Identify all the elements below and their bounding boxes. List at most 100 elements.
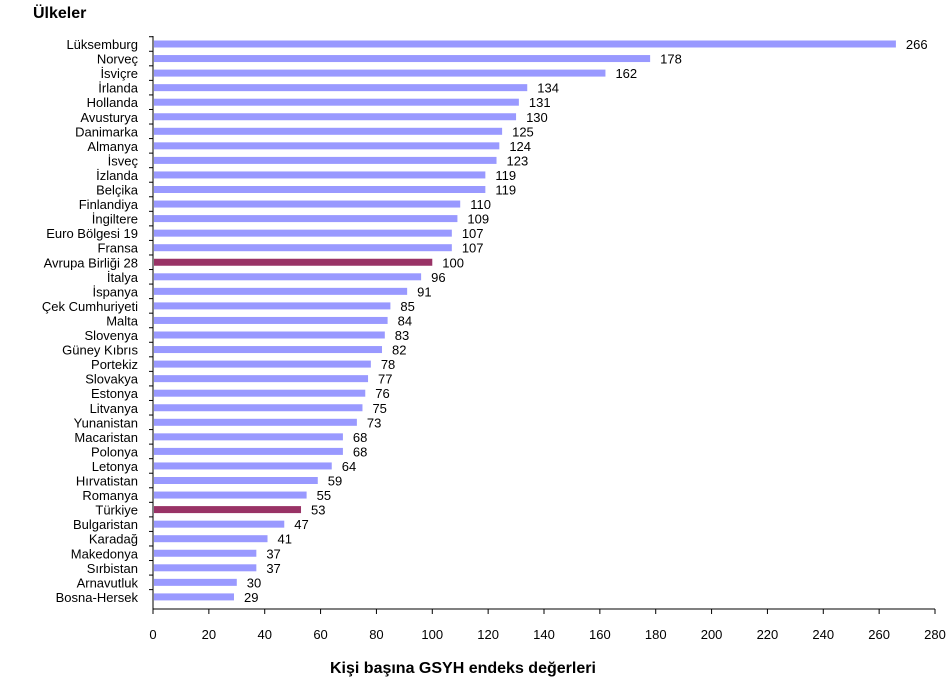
value-label: 107 [462,226,484,241]
value-label: 110 [470,197,491,212]
category-label: Bosna-Hersek [56,590,139,605]
bar [154,156,497,164]
value-label: 85 [400,299,414,314]
value-label: 162 [615,66,637,81]
category-label: Malta [106,313,139,328]
value-label: 68 [353,444,367,459]
value-label: 73 [367,415,381,430]
bar [154,506,302,514]
category-label: Portekiz [91,357,138,372]
value-label: 53 [311,503,325,518]
x-tick-label: 20 [202,627,216,642]
value-label: 109 [467,212,489,227]
bar [154,142,500,150]
bar [154,360,371,368]
category-label: Polonya [91,444,139,459]
bar [154,113,517,121]
value-label: 96 [431,270,445,285]
value-label: 77 [378,372,392,387]
x-tick-label: 160 [589,627,611,642]
x-tick-label: 260 [868,627,890,642]
bar [154,273,422,281]
category-label: Slovakya [85,372,139,387]
value-label: 29 [244,590,258,605]
category-label: Romanya [82,488,138,503]
value-label: 75 [372,401,386,416]
category-label: Slovenya [85,328,139,343]
value-label: 78 [381,357,395,372]
bar [154,98,519,106]
value-label: 76 [375,386,389,401]
value-label: 64 [342,459,356,474]
category-label: Çek Cumhuriyeti [42,299,138,314]
value-label: 178 [660,52,682,67]
value-label: 59 [328,474,342,489]
x-tick-label: 180 [645,627,667,642]
bar [154,418,357,426]
value-label: 125 [512,124,534,139]
value-label: 37 [266,546,280,561]
value-label: 68 [353,430,367,445]
bar [154,302,391,310]
category-label: Arnavutluk [77,575,139,590]
value-label: 119 [495,168,516,183]
x-tick-label: 200 [701,627,723,642]
category-label: Letonya [92,459,139,474]
value-label: 107 [462,241,484,256]
category-label: İrlanda [98,81,139,96]
value-label: 47 [294,517,308,532]
bar [154,593,234,601]
bar [154,549,257,557]
category-label: Avrupa Birliği 28 [44,255,138,270]
category-label: Fransa [98,241,139,256]
x-tick-label: 280 [924,627,946,642]
value-label: 119 [495,183,516,198]
category-label: İzlanda [96,168,139,183]
category-label: Finlandiya [79,197,139,212]
category-label: Makedonya [71,546,139,561]
x-tick-label: 240 [812,627,834,642]
value-label: 41 [278,532,292,547]
value-label: 124 [509,139,531,154]
bar [154,491,307,499]
category-label: Norveç [97,52,139,67]
value-label: 123 [507,153,529,168]
bar [154,346,383,354]
bar [154,55,651,63]
bar [154,331,385,339]
category-label: İsveç [108,153,139,168]
value-label: 82 [392,343,406,358]
bar [154,404,363,412]
bar [154,186,486,193]
bar [154,564,257,572]
category-label: Yunanistan [74,415,138,430]
x-tick-label: 220 [757,627,779,642]
value-label: 84 [398,313,412,328]
value-label: 37 [266,561,280,576]
category-label: Güney Kıbrıs [62,343,138,358]
bar [154,69,606,77]
value-label: 83 [395,328,409,343]
bar [154,375,369,383]
bar [154,229,452,237]
value-label: 100 [442,255,464,270]
bar [154,200,461,208]
category-label: İspanya [92,284,138,299]
category-label: Macaristan [74,430,138,445]
value-label: 130 [526,110,548,125]
y-axis-title: Ülkeler [33,5,87,22]
x-tick-label: 60 [313,627,327,642]
bar [154,477,318,484]
category-label: Almanya [87,139,138,154]
category-label: Lüksemburg [66,37,138,52]
category-label: Karadağ [89,532,138,547]
category-label: İsviçre [100,66,138,81]
bar [154,389,366,397]
bar [154,433,343,441]
bar [154,84,528,92]
category-label: Hırvatistan [76,474,138,489]
category-label: Estonya [91,386,139,401]
bar [154,316,388,324]
x-tick-label: 40 [257,627,271,642]
